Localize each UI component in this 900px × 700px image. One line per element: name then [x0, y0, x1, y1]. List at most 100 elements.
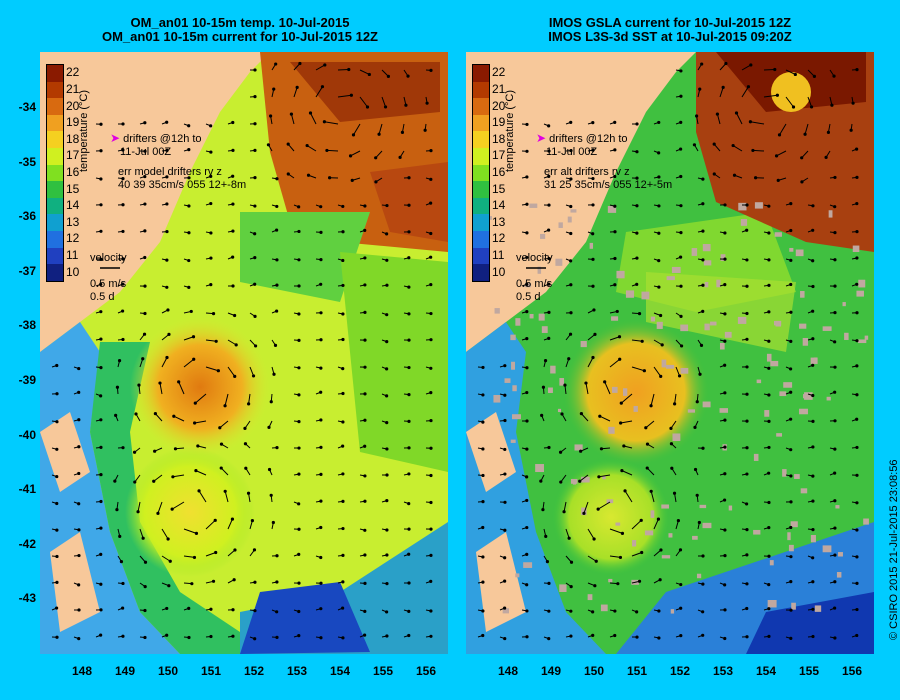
current-arrow-head [849, 128, 853, 132]
current-arrow-head [525, 419, 529, 423]
current-arrow-head [481, 555, 485, 559]
cloud-gap [670, 609, 675, 614]
cloud-gap [529, 203, 538, 208]
cloud-gap [555, 258, 563, 266]
current-arrow-head [789, 636, 793, 640]
current-arrow-head [269, 493, 273, 497]
colorbar-label: 18 [66, 131, 80, 146]
current-arrow-head [560, 412, 564, 416]
current-arrow-head [503, 472, 507, 476]
current-arrow-head [525, 609, 529, 613]
current-arrow-head [701, 229, 705, 233]
current-arrow-head [481, 420, 485, 424]
current-arrow [205, 339, 217, 342]
current-arrow-head [275, 610, 279, 614]
current-arrow-head [319, 525, 323, 530]
current-arrow-head [679, 344, 684, 348]
cloud-gap [699, 504, 707, 509]
current-arrow [741, 86, 749, 98]
current-arrow-head [833, 580, 837, 584]
current-arrow-head [99, 499, 103, 504]
cloud-gap [767, 599, 777, 608]
current-arrow-head [429, 201, 433, 205]
current-arrow [563, 501, 567, 512]
current-arrow [583, 501, 589, 514]
current-arrow-head [800, 156, 804, 160]
current-arrow-head [115, 508, 119, 512]
current-arrow-head [657, 151, 661, 155]
current-arrow-head [273, 343, 278, 347]
cloud-gap [810, 534, 816, 543]
current-arrow-head [657, 285, 661, 289]
current-arrow [599, 415, 611, 422]
current-arrow [337, 68, 349, 71]
current-arrow-head [833, 231, 837, 235]
current-arrow-head [341, 391, 345, 396]
current-arrow-head [670, 466, 674, 470]
current-arrow-head [745, 553, 749, 557]
current-arrow-head [351, 133, 356, 137]
current-arrow-head [341, 472, 345, 476]
current-arrow [139, 528, 144, 539]
cloud-gap [589, 242, 594, 249]
cloud-gap [740, 219, 748, 226]
current-arrow [653, 518, 659, 530]
cloud-gap [641, 291, 650, 300]
cloud-gap [494, 308, 500, 314]
current-arrow-head [657, 636, 661, 640]
current-arrow-head [645, 466, 649, 470]
current-arrow-head [187, 204, 191, 208]
current-arrow-head [613, 609, 617, 613]
current-arrow-head [99, 203, 103, 207]
left-map[interactable]: temperature (°C) 22 21 20 19 18 17 16 15 14 13 12 1… [40, 52, 448, 654]
current-arrow-head [305, 143, 309, 148]
current-arrow-head [745, 284, 749, 288]
cloud-gap [753, 529, 761, 535]
current-arrow-head [328, 176, 332, 180]
cloud-gap [756, 379, 762, 384]
current-arrow-head [855, 633, 859, 638]
current-arrow-head [619, 421, 623, 425]
current-arrow-head [701, 582, 705, 586]
current-arrow-head [404, 103, 408, 107]
colorbar-label: 12 [492, 231, 506, 246]
current-arrow-head [767, 419, 771, 423]
current-arrow-head [429, 338, 433, 342]
current-arrow-head [218, 426, 222, 430]
colorbar-swatch [47, 98, 63, 115]
right-map[interactable]: temperature (°C) 22 21 20 19 18 17 16 15 14 13 12 1… [466, 52, 874, 654]
current-arrow-head [268, 114, 273, 118]
current-arrow-head [832, 74, 836, 78]
current-arrow [183, 555, 195, 558]
current-arrow [587, 528, 595, 540]
current-arrow-head [171, 475, 175, 479]
colorbar-label: 20 [492, 98, 506, 113]
current-arrow-head [319, 205, 323, 209]
current-arrow-head [350, 178, 354, 182]
cloud-gap [737, 316, 747, 324]
current-arrow-head [525, 525, 529, 530]
current-arrow-head [173, 447, 178, 451]
current-arrow-head [170, 507, 174, 511]
current-arrow-head [731, 143, 735, 148]
current-arrow-head [767, 393, 771, 397]
current-arrow-head [723, 528, 727, 532]
current-arrow-head [723, 636, 727, 641]
current-arrow-head [99, 282, 103, 286]
current-arrow-head [701, 177, 705, 181]
current-arrow [155, 413, 163, 422]
current-arrow [183, 528, 197, 534]
current-arrow-head [591, 633, 595, 637]
current-arrow-head [113, 479, 117, 483]
current-arrow-head [246, 491, 251, 495]
current-arrow [631, 366, 645, 372]
colorbar-swatch [47, 148, 63, 165]
cloud-gap [790, 521, 798, 528]
current-arrow-head [429, 500, 433, 505]
cloud-gap [581, 476, 590, 483]
current-arrow-head [591, 148, 595, 152]
current-arrow-head [723, 418, 727, 422]
current-arrow-head [297, 393, 301, 397]
current-arrow-head [640, 550, 644, 555]
current-arrow-head [635, 150, 639, 154]
